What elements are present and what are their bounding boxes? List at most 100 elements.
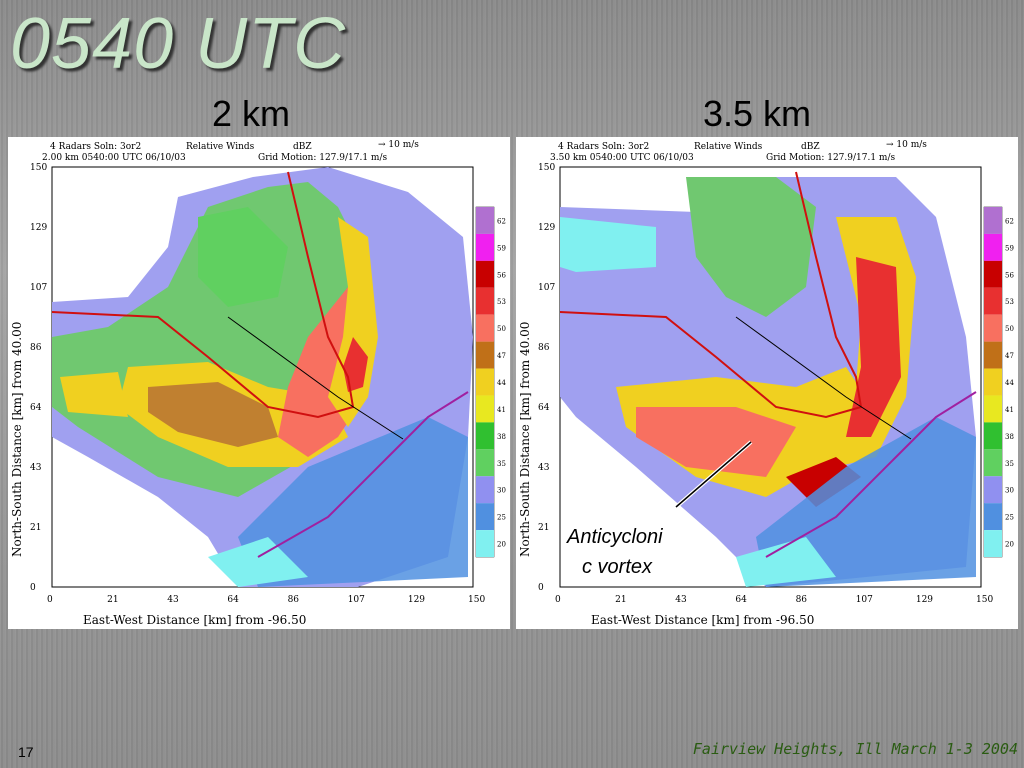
colorbar-swatch [984, 449, 1002, 477]
colorbar-label: 30 [497, 487, 506, 495]
colorbar-swatch [984, 395, 1002, 423]
x-axis-label: East-West Distance [km] from -96.50 [591, 613, 814, 627]
y-axis-label: North-South Distance [km] from 40.00 [10, 322, 24, 557]
header-line2: 3.50 km 0540:00 UTC 06/10/03 [550, 153, 694, 163]
y-tick-label: 21 [538, 523, 549, 533]
y-tick-label: 107 [538, 283, 555, 293]
colorbar-swatch [984, 287, 1002, 315]
x-tick-label: 129 [916, 595, 933, 605]
colorbar-label: 38 [497, 433, 506, 441]
colorbar-label: 56 [497, 271, 506, 279]
radar-panel-2km: 4 Radars Soln: 3or2 2.00 km 0540:00 UTC … [8, 137, 510, 629]
colorbar-label: 35 [497, 460, 506, 468]
y-tick-label: 64 [538, 403, 550, 413]
panel-heading-2km: 2 km [212, 93, 291, 134]
x-tick-label: 150 [468, 595, 485, 605]
y-tick-label: 86 [30, 343, 42, 353]
colorbar-label: 47 [497, 352, 506, 360]
x-tick-label: 0 [47, 595, 53, 605]
header-line1: 4 Radars Soln: 3or2 [50, 142, 141, 152]
y-tick-label: 0 [30, 583, 36, 593]
y-tick-label: 64 [30, 403, 42, 413]
x-tick-label: 43 [167, 595, 179, 605]
colorbar-label: 62 [1005, 217, 1014, 225]
radar-panel-3-5km: 4 Radars Soln: 3or2 3.50 km 0540:00 UTC … [516, 137, 1018, 629]
x-tick-label: 43 [675, 595, 687, 605]
colorbar-label: 38 [1005, 433, 1014, 441]
x-tick-label: 107 [348, 595, 365, 605]
front-line-magenta [257, 391, 469, 558]
colorbar-swatch [984, 260, 1002, 288]
colorbar-label: 41 [497, 406, 506, 414]
colorbar-label: 50 [497, 325, 506, 333]
y-tick-label: 21 [30, 523, 41, 533]
colorbar-swatch [476, 207, 494, 234]
units-label: dBZ [801, 142, 820, 152]
x-tick-label: 129 [408, 595, 425, 605]
colorbar-label: 41 [1005, 406, 1014, 414]
slide-title: 0540 UTC [10, 4, 347, 84]
y-tick-label: 150 [30, 163, 47, 173]
colorbar-swatch [476, 341, 494, 369]
x-tick-label: 21 [107, 595, 118, 605]
colorbar-swatch [476, 314, 494, 342]
annotation-anticyclonic-line2: c vortex [582, 556, 653, 578]
front-line-red [51, 171, 355, 419]
colorbar-label: 44 [497, 379, 506, 387]
slide-number: 17 [18, 744, 34, 760]
grid-motion: Grid Motion: 127.9/17.1 m/s [766, 153, 895, 163]
colorbar-swatch [984, 476, 1002, 504]
y-tick-label: 107 [30, 283, 47, 293]
x-tick-label: 86 [796, 595, 808, 605]
front-line-red [559, 171, 863, 419]
y-tick-label: 129 [538, 223, 555, 233]
colorbar-label: 50 [1005, 325, 1014, 333]
x-axis-label: East-West Distance [km] from -96.50 [83, 613, 306, 627]
colorbar-label: 25 [497, 514, 506, 522]
colorbar-swatch [984, 368, 1002, 396]
colorbar-swatch [476, 287, 494, 315]
y-tick-label: 150 [538, 163, 555, 173]
units-label: dBZ [293, 142, 312, 152]
colorbar-label: 47 [1005, 352, 1014, 360]
reflectivity-field [560, 177, 976, 587]
scale-label: → 10 m/s [886, 140, 927, 150]
y-tick-label: 0 [538, 583, 544, 593]
winds-label: Relative Winds [186, 142, 255, 152]
colorbar-swatch [984, 422, 1002, 450]
scale-label: → 10 m/s [378, 140, 419, 150]
colorbar-label: 59 [1005, 244, 1014, 252]
x-tick-label: 64 [227, 595, 239, 605]
x-tick-label: 21 [615, 595, 626, 605]
y-tick-label: 43 [538, 463, 550, 473]
x-tick-label: 150 [976, 595, 993, 605]
colorbar-label: 59 [497, 244, 506, 252]
colorbar-swatch [984, 233, 1002, 261]
panel-heading-3-5km: 3.5 km [703, 93, 812, 134]
y-tick-label: 86 [538, 343, 550, 353]
colorbar-swatch [476, 260, 494, 288]
colorbar-label: 56 [1005, 271, 1014, 279]
x-tick-label: 86 [288, 595, 300, 605]
y-tick-label: 129 [30, 223, 47, 233]
y-tick-label: 43 [30, 463, 42, 473]
annotation-anticyclonic-line1: Anticycloni [567, 526, 663, 548]
grid-motion: Grid Motion: 127.9/17.1 m/s [258, 153, 387, 163]
colorbar-swatch [984, 503, 1002, 531]
colorbar-swatch [476, 449, 494, 477]
colorbar-label: 53 [1005, 298, 1014, 306]
header-line2: 2.00 km 0540:00 UTC 06/10/03 [42, 153, 186, 163]
cross-section-line [735, 316, 912, 440]
colorbar-swatch [476, 395, 494, 423]
colorbar-label: 30 [1005, 487, 1014, 495]
cross-section-line [227, 316, 404, 440]
x-tick-label: 107 [856, 595, 873, 605]
colorbar-swatch [984, 530, 1002, 557]
colorbar-label: 25 [1005, 514, 1014, 522]
colorbar-label: 44 [1005, 379, 1014, 387]
colorbar-label: 53 [497, 298, 506, 306]
footer-text: Fairview Heights, Ill March 1-3 2004 [692, 740, 1018, 758]
colorbar-swatch [984, 341, 1002, 369]
y-axis-label: North-South Distance [km] from 40.00 [518, 322, 532, 557]
colorbar-swatch [984, 314, 1002, 342]
